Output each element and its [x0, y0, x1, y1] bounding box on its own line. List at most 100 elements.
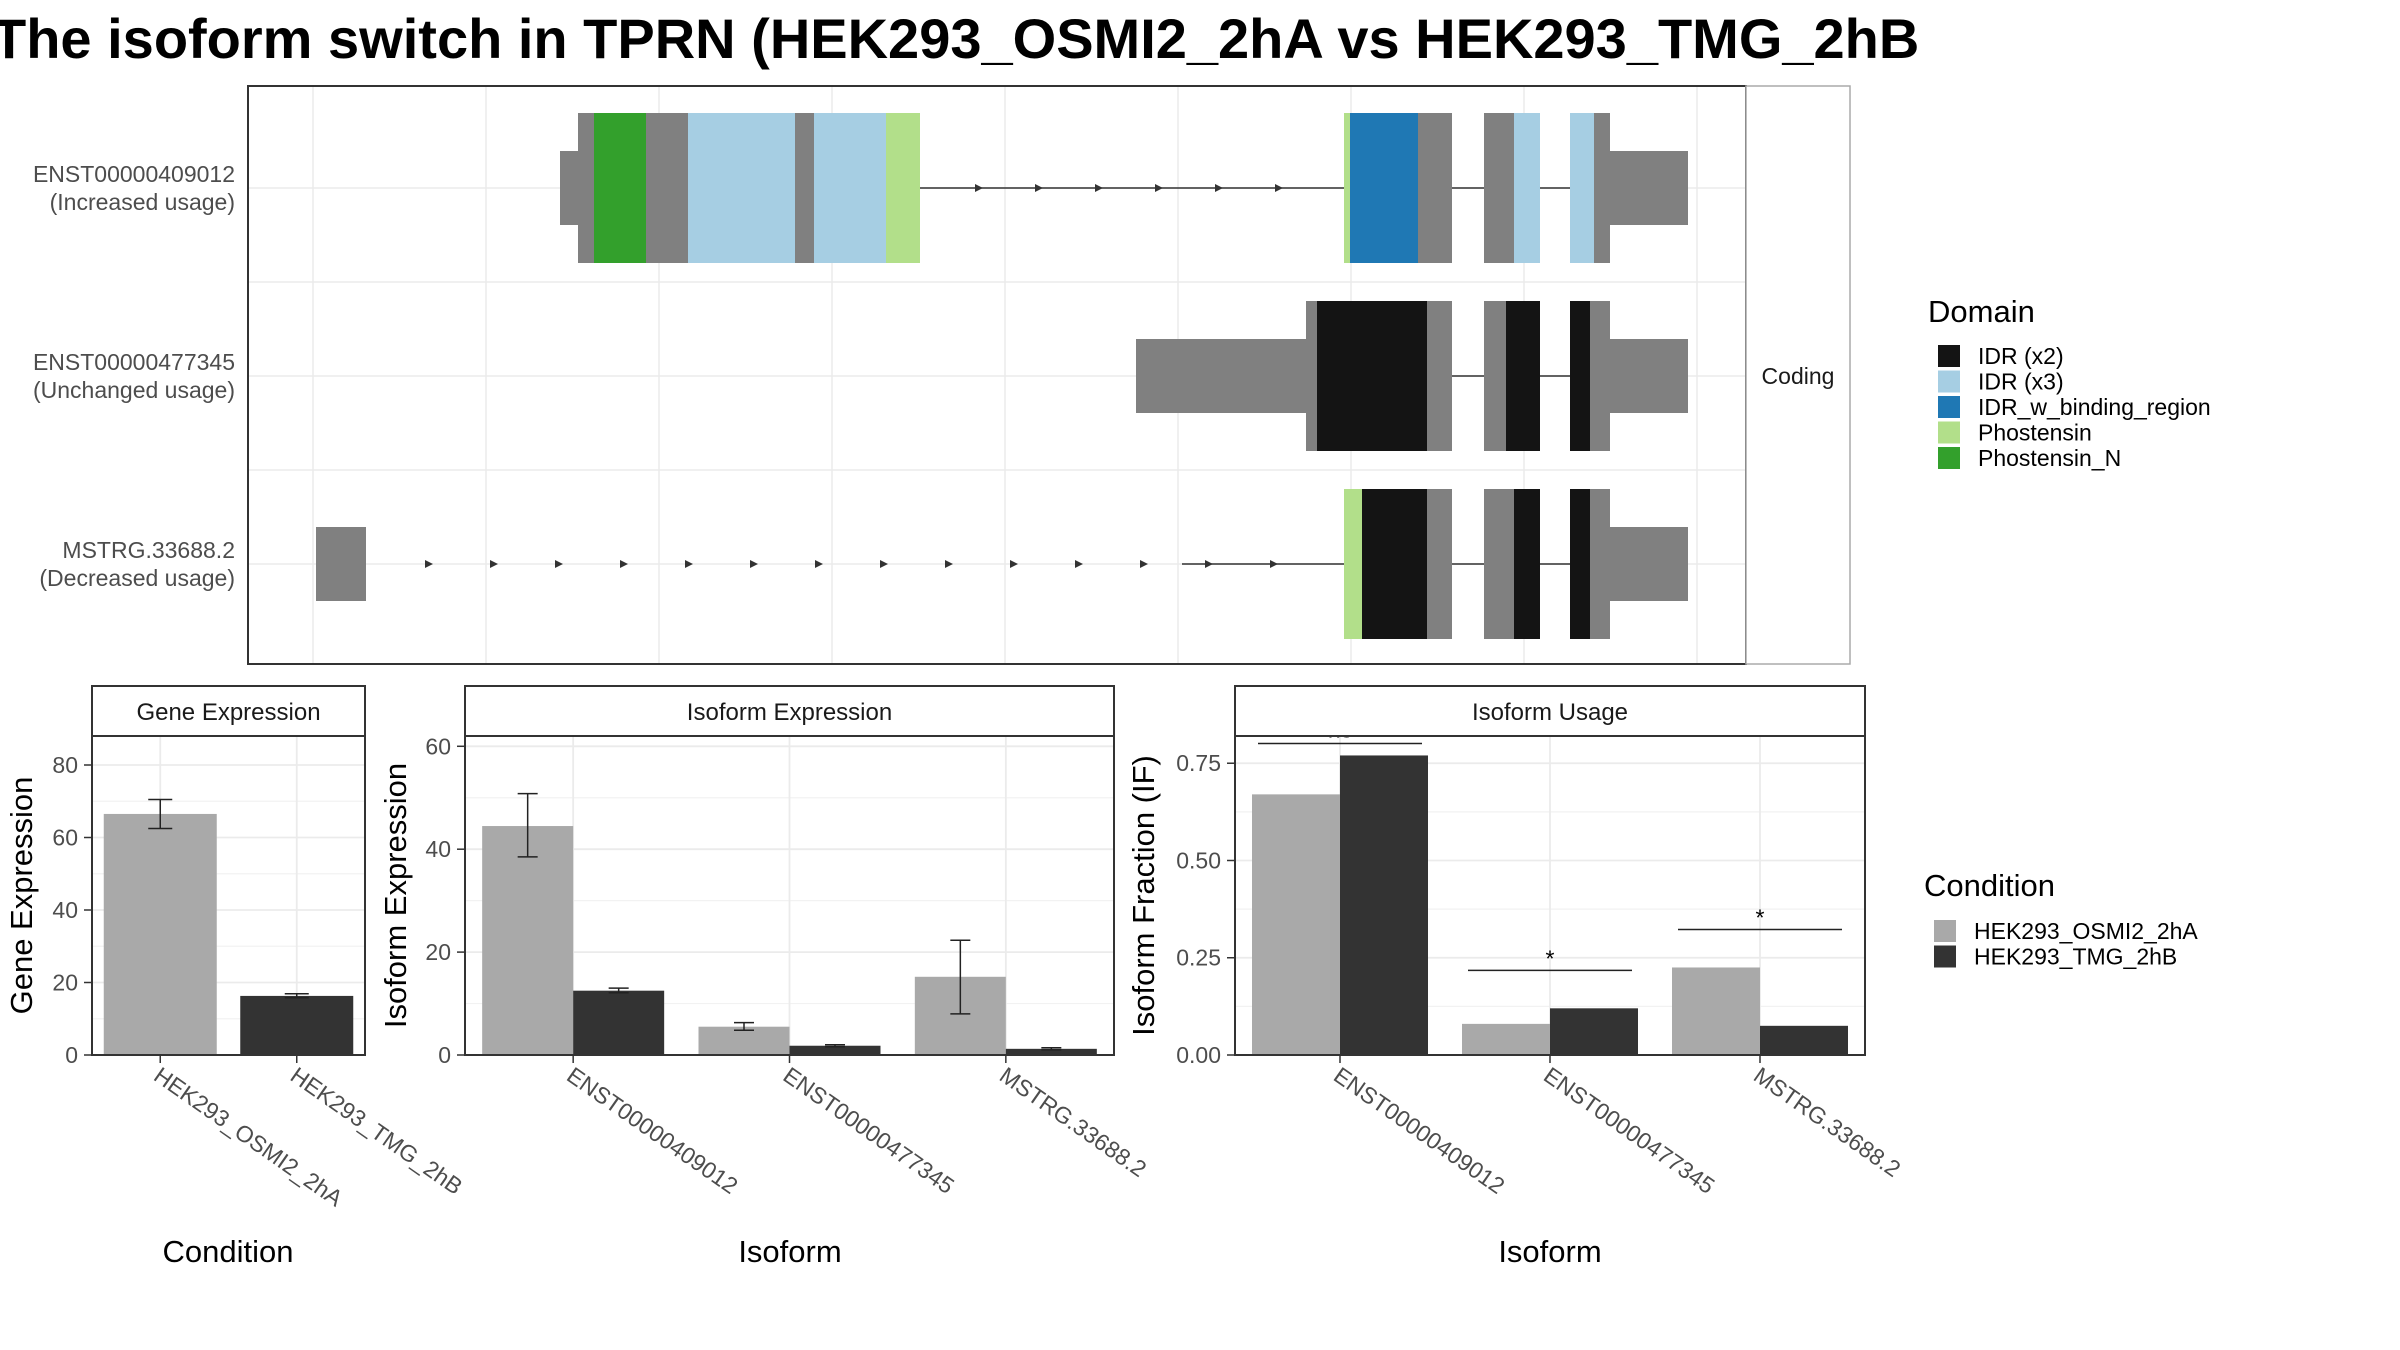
y-tick-label: 0 — [65, 1042, 78, 1068]
condition-legend-swatch — [1934, 945, 1956, 968]
transcript-usage-label: (Increased usage) — [50, 189, 235, 215]
exon-coding — [1317, 301, 1427, 451]
exon-utr — [1610, 527, 1688, 601]
bar — [1462, 1023, 1550, 1055]
exon-coding — [1306, 301, 1317, 451]
chart-2: ns**Isoform Usage0.000.250.500.75ENST000… — [1126, 685, 1905, 1269]
exon-coding — [578, 113, 594, 263]
domain-legend-label: IDR (x3) — [1978, 369, 2064, 395]
y-tick-label: 0.50 — [1176, 847, 1221, 873]
y-tick-label: 80 — [52, 752, 78, 778]
facet-strip — [464, 685, 1115, 737]
domain-legend-label: Phostensin_N — [1978, 445, 2121, 471]
strand-arrow — [1205, 560, 1213, 568]
strand-arrow — [1010, 560, 1018, 568]
y-tick-label: 0.00 — [1176, 1042, 1221, 1068]
domain-legend-label: IDR_w_binding_region — [1978, 394, 2211, 420]
transcript-labels: ENST00000409012(Increased usage) ENST0000… — [33, 161, 235, 591]
y-tick-label: 0.25 — [1176, 945, 1221, 971]
exon-coding — [1344, 113, 1350, 263]
bar — [482, 826, 574, 1055]
exon-coding — [1427, 301, 1452, 451]
exon-coding — [1362, 489, 1427, 639]
exon-coding — [1590, 489, 1610, 639]
exon-coding — [1590, 301, 1610, 451]
exon-coding — [814, 113, 886, 263]
exon-coding — [1484, 301, 1506, 451]
y-tick-label: 40 — [425, 836, 451, 862]
exon-coding — [1484, 113, 1514, 263]
transcript-id-label: ENST00000477345 — [33, 349, 235, 375]
x-tick-label: ENST00000409012 — [1329, 1062, 1509, 1199]
significance-label: * — [1546, 945, 1555, 971]
strand-arrow — [425, 560, 433, 568]
transcript-id-label: ENST00000409012 — [33, 161, 235, 187]
x-tick-label: MSTRG.33688.2 — [995, 1062, 1151, 1182]
significance-label: * — [1756, 904, 1765, 930]
exon-coding — [646, 113, 688, 263]
figure-title: The isoform switch in TPRN (HEK293_OSMI2… — [0, 7, 1919, 70]
x-tick-label: ENST00000477345 — [779, 1062, 959, 1199]
y-tick-label: 0 — [438, 1042, 451, 1068]
strand-arrow — [620, 560, 628, 568]
exon-coding — [1350, 113, 1418, 263]
y-tick-label: 60 — [425, 733, 451, 759]
bar — [240, 995, 354, 1055]
exon-coding — [688, 113, 795, 263]
exon-utr — [560, 151, 578, 225]
x-tick-label: ENST00000477345 — [1539, 1062, 1719, 1199]
domain-legend-swatch — [1938, 447, 1960, 469]
transcript-id-label: MSTRG.33688.2 — [62, 537, 235, 563]
chart-0: Gene Expression020406080HEK293_OSMI2_2hA… — [4, 685, 467, 1269]
bar — [1550, 1008, 1638, 1055]
strand-arrow — [1075, 560, 1083, 568]
domain-legend-swatch — [1938, 396, 1960, 418]
domain-legend: Domain IDR (x2)IDR (x3)IDR_w_binding_reg… — [1928, 294, 2211, 471]
strand-arrow — [1215, 184, 1223, 192]
bar — [1005, 1048, 1097, 1055]
strand-arrow — [880, 560, 888, 568]
domain-legend-title: Domain — [1928, 294, 2035, 329]
strand-arrow — [1270, 560, 1278, 568]
exon-utr — [1610, 151, 1688, 225]
y-axis-title: Isoform Expression — [378, 763, 413, 1028]
exon-coding — [594, 113, 646, 263]
domain-legend-items: IDR (x2)IDR (x3)IDR_w_binding_regionPhos… — [1938, 343, 2211, 471]
facet-strip-label: Isoform Expression — [687, 699, 892, 726]
strand-arrow — [555, 560, 563, 568]
coding-strip — [1745, 85, 1851, 665]
domain-legend-label: Phostensin — [1978, 420, 2092, 446]
strand-arrow — [490, 560, 498, 568]
facet-strip — [1234, 685, 1866, 737]
bar — [1252, 794, 1340, 1055]
coding-strip-label: Coding — [1762, 363, 1835, 389]
strand-arrow — [945, 560, 953, 568]
exon-utr — [316, 527, 366, 601]
strand-arrow — [975, 184, 983, 192]
strand-arrow — [815, 560, 823, 568]
condition-legend-title: Condition — [1924, 868, 2055, 903]
exon-coding — [1418, 113, 1452, 263]
y-tick-label: 20 — [52, 970, 78, 996]
facet-strip-label: Gene Expression — [136, 699, 320, 726]
exon-coding — [795, 113, 814, 263]
bar — [698, 1026, 790, 1055]
y-axis-title: Isoform Fraction (IF) — [1126, 755, 1161, 1036]
domain-legend-swatch — [1938, 370, 1960, 393]
exon-coding — [1506, 301, 1540, 451]
strand-arrow — [685, 560, 693, 568]
exon-utr — [1136, 339, 1306, 413]
strand-arrow — [750, 560, 758, 568]
x-axis-title: Isoform — [1498, 1234, 1601, 1269]
exon-coding — [1344, 489, 1362, 639]
exon-coding — [1594, 113, 1610, 263]
x-tick-label: ENST00000409012 — [562, 1062, 742, 1199]
x-axis-title: Condition — [163, 1234, 294, 1269]
exon-coding — [1484, 489, 1514, 639]
exon-coding — [1427, 489, 1452, 639]
x-tick-label: MSTRG.33688.2 — [1749, 1062, 1905, 1182]
strand-arrow — [1155, 184, 1163, 192]
facet-strip-label: Isoform Usage — [1472, 699, 1628, 726]
